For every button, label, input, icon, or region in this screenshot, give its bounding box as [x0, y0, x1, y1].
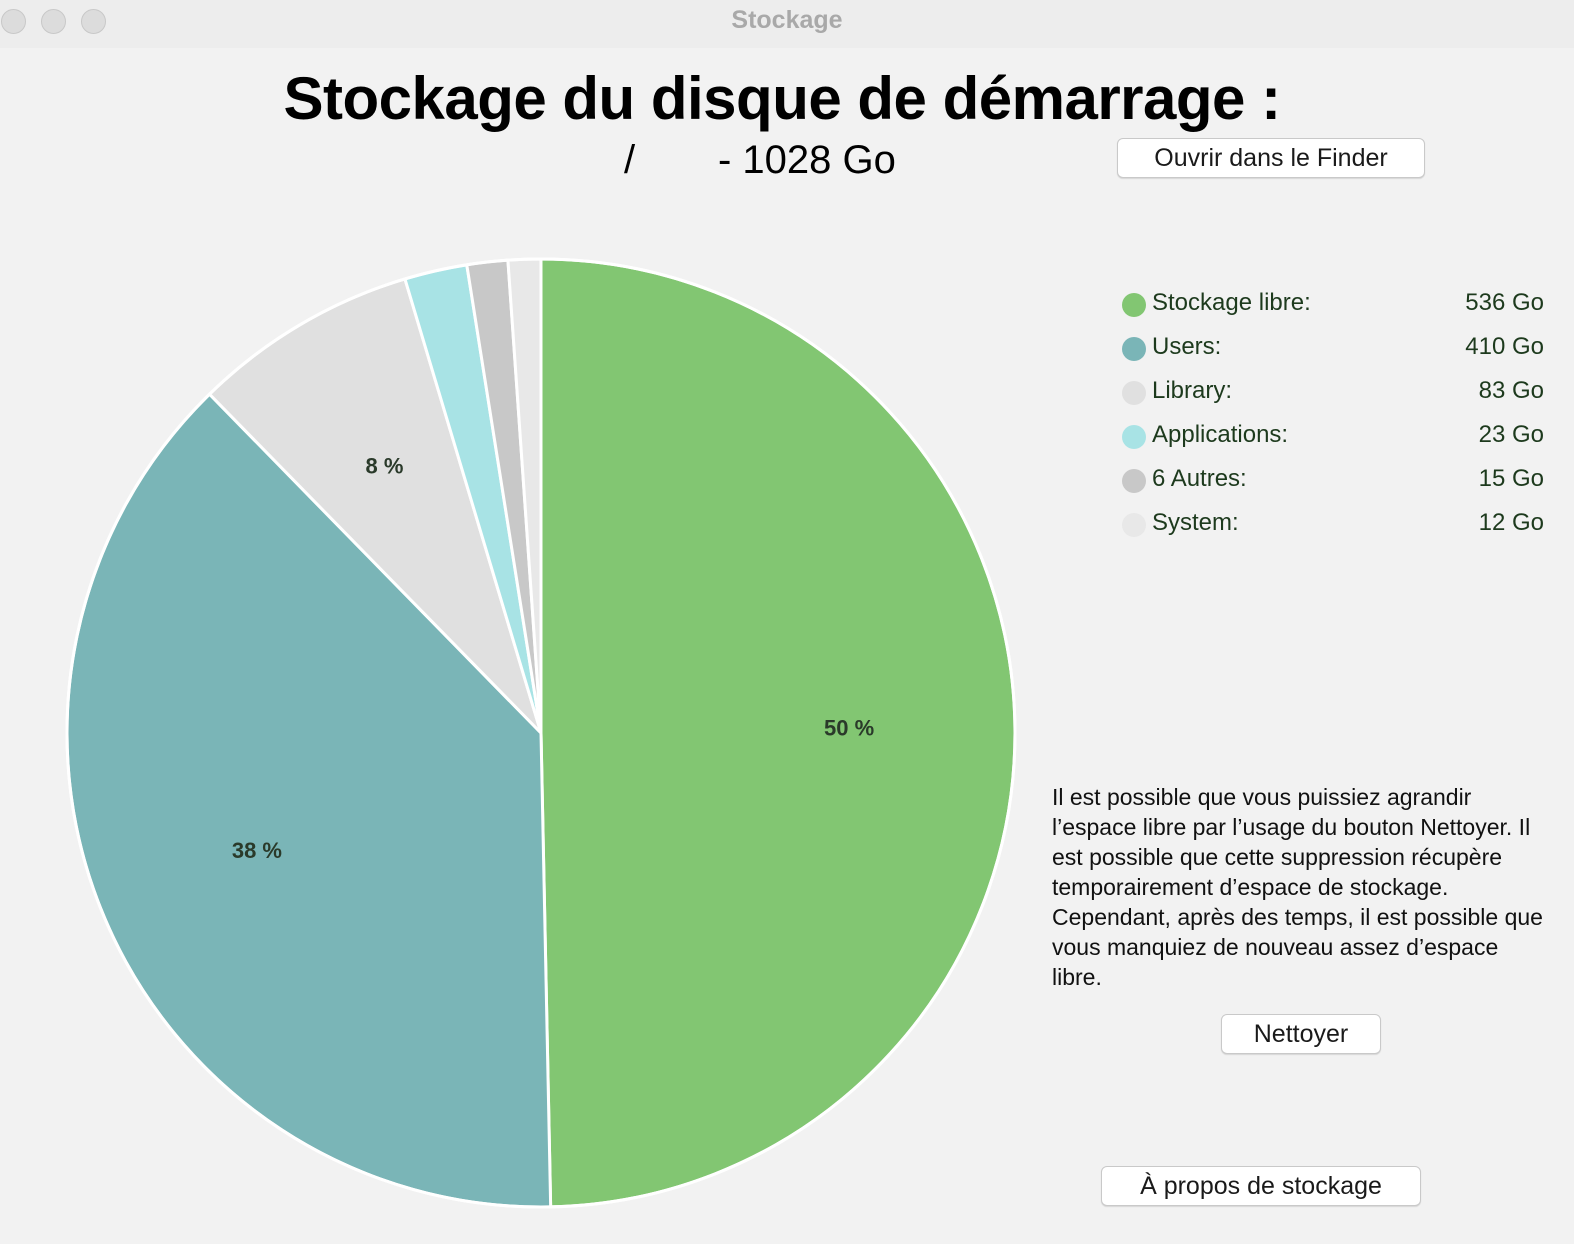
about-storage-button[interactable]: À propos de stockage	[1101, 1166, 1421, 1206]
legend-label: System:	[1152, 509, 1239, 536]
legend-value: 536 Go	[1465, 289, 1544, 316]
legend-label: Library:	[1152, 377, 1233, 404]
legend-value: 410 Go	[1465, 333, 1544, 360]
legend-value: 12 Go	[1478, 509, 1544, 536]
pie-label-users: 38 %	[232, 838, 282, 863]
legend-swatch	[1122, 337, 1146, 361]
legend-item-applications: Applications: 23 Go	[1120, 415, 1544, 459]
volume-size: - 1028 Go	[718, 138, 896, 182]
legend-label: Applications:	[1152, 421, 1289, 448]
legend-label: Users:	[1152, 333, 1222, 360]
legend-item-system: System: 12 Go	[1120, 503, 1544, 547]
pie-slice-stockage-libre	[539, 257, 1017, 1209]
legend-item-others: 6 Autres: 15 Go	[1120, 459, 1544, 503]
pie-label-library: 8 %	[366, 453, 404, 478]
legend-swatch	[1122, 425, 1146, 449]
clean-button[interactable]: Nettoyer	[1221, 1014, 1381, 1054]
close-window-button[interactable]	[1, 9, 26, 34]
pie-outline	[65, 257, 1017, 1209]
legend-value: 15 Go	[1478, 465, 1544, 492]
pie-label-stockage-libre: 50 %	[824, 716, 874, 741]
legend-swatch	[1122, 381, 1146, 405]
open-in-finder-button[interactable]: Ouvrir dans le Finder	[1117, 138, 1425, 178]
title-bar: Stockage	[0, 0, 1574, 48]
legend-item-users: Users: 410 Go	[1120, 327, 1544, 371]
window-title: Stockage	[731, 6, 843, 34]
legend-swatch	[1122, 293, 1146, 317]
legend-label: Stockage libre:	[1152, 289, 1311, 316]
cleanup-info-text: Il est possible que vous puissiez agrand…	[1052, 784, 1543, 990]
legend-value: 83 Go	[1478, 377, 1544, 404]
storage-pie-chart: 50 % 38 % 8 %	[60, 252, 1022, 1214]
zoom-window-button[interactable]	[81, 9, 106, 34]
legend-swatch	[1122, 513, 1146, 537]
legend-item-library: Library: 83 Go	[1120, 371, 1544, 415]
pie-chart-svg: 50 % 38 % 8 %	[65, 257, 1017, 1209]
volume-path: /	[624, 138, 636, 182]
page-title: Stockage du disque de démarrage :	[283, 65, 1281, 132]
minimize-window-button[interactable]	[41, 9, 66, 34]
legend-label: 6 Autres:	[1152, 465, 1247, 492]
legend-value: 23 Go	[1478, 421, 1544, 448]
legend: Stockage libre: 536 Go Users: 410 Go Lib…	[1120, 283, 1544, 547]
legend-item-free: Stockage libre: 536 Go	[1120, 283, 1544, 327]
legend-swatch	[1122, 469, 1146, 493]
